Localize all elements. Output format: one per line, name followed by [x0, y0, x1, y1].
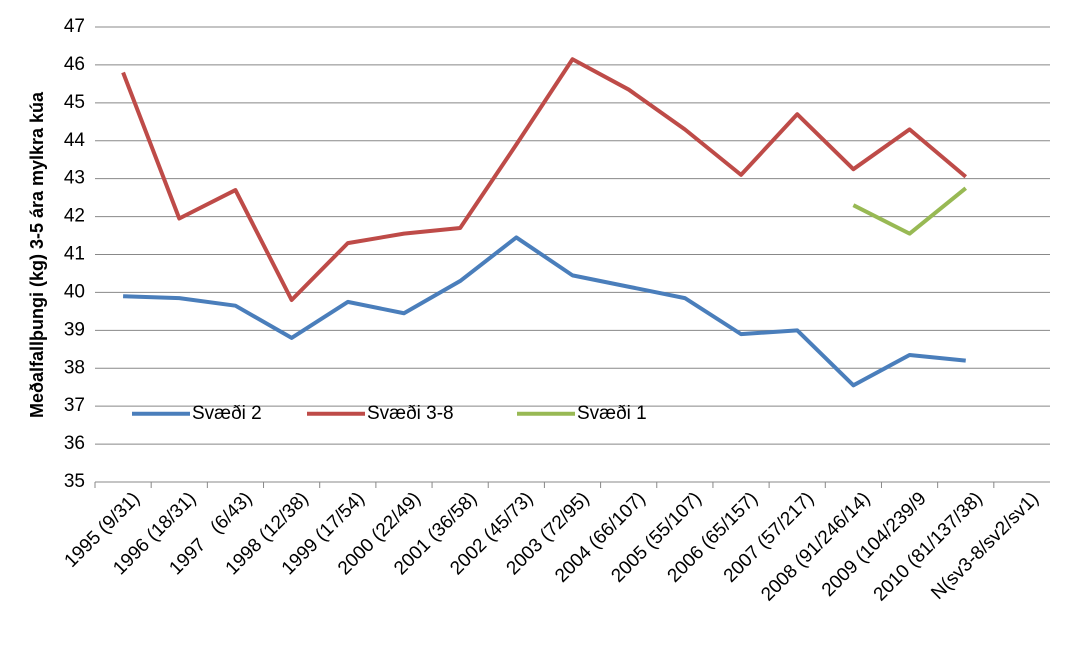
legend-label: Svæði 3-8: [367, 403, 454, 424]
y-tick-label: 41: [64, 244, 85, 265]
y-axis-title: Meðalfallþungi (kg) 3-5 ára mylkra kúa: [27, 91, 47, 418]
y-tick-label: 43: [64, 168, 85, 189]
legend-label: Svæði 2: [192, 403, 262, 424]
y-tick-label: 38: [64, 357, 85, 378]
series-line: [123, 235, 966, 388]
y-tick-label: 42: [64, 206, 85, 227]
series-line: [121, 57, 968, 302]
y-tick-label: 36: [64, 433, 85, 454]
y-tick-label: 44: [64, 130, 86, 151]
y-tick-label: 40: [64, 281, 85, 302]
y-tick-label: 47: [64, 16, 85, 37]
y-tick-label: 46: [64, 54, 85, 75]
x-tick-label: N(sv3-8/sv2/sv1): [927, 488, 1043, 604]
y-tick-label: 35: [64, 471, 85, 492]
y-tick-label: 39: [64, 319, 85, 340]
series-line: [852, 186, 967, 236]
x-tick-label: 2009 (104/239/9: [818, 488, 931, 601]
y-tick-label: 37: [64, 395, 85, 416]
y-tick-label: 45: [64, 92, 85, 113]
legend-label: Svæði 1: [577, 403, 647, 424]
